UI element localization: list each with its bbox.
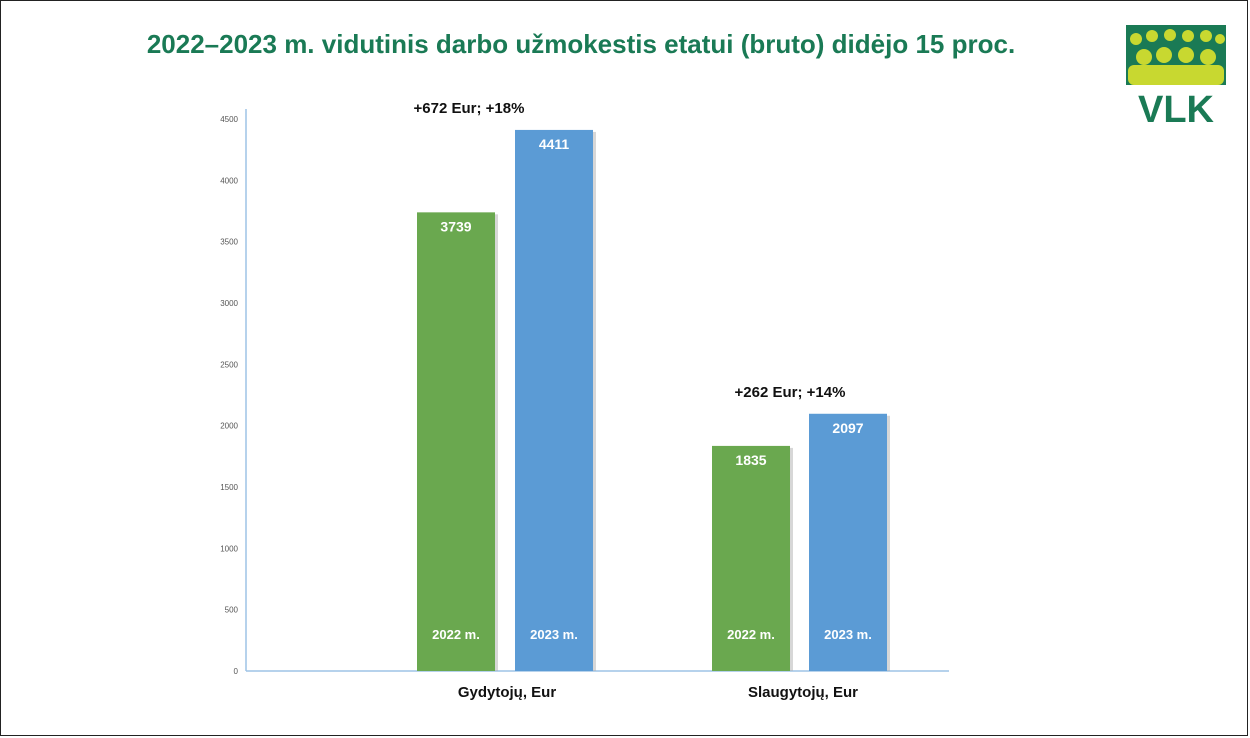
y-tick-label: 1500 — [220, 483, 238, 492]
page-title: 2022–2023 m. vidutinis darbo užmokestis … — [146, 29, 1016, 59]
y-tick-label: 2500 — [220, 360, 238, 369]
bar-value-label: 4411 — [539, 136, 570, 152]
logo-text: VLK — [1138, 89, 1215, 127]
y-tick-label: 0 — [234, 667, 239, 676]
bar-value-label: 2097 — [832, 420, 863, 436]
bar — [809, 413, 887, 671]
y-tick-label: 3500 — [220, 238, 238, 247]
bar-value-label: 1835 — [735, 452, 766, 468]
change-annotation: +262 Eur; +14% — [735, 384, 846, 401]
y-tick-label: 4000 — [220, 176, 238, 185]
bar-value-label: 3739 — [440, 218, 471, 234]
chart-labels: 3739 2022 m. 4411 2023 m. Gydytojų, Eur +672 … — [414, 100, 872, 701]
bar-year-label: 2023 m. — [824, 627, 872, 642]
bar — [712, 445, 790, 671]
category-label: Gydytojų, Eur — [458, 684, 557, 701]
bar-year-label: 2023 m. — [530, 627, 578, 642]
bar — [515, 129, 593, 671]
bar — [417, 212, 495, 671]
people-icon — [1128, 29, 1225, 85]
y-tick-label: 3000 — [220, 299, 238, 308]
y-tick-label: 2000 — [220, 422, 238, 431]
bar-year-label: 2022 m. — [432, 627, 480, 642]
category-label: Slaugytojų, Eur — [748, 684, 858, 701]
bar-year-label: 2022 m. — [727, 627, 775, 642]
y-tick-label: 1000 — [220, 544, 238, 553]
y-tick-label: 500 — [225, 606, 239, 615]
y-tick-label: 4500 — [220, 115, 238, 124]
vlk-logo: VLK — [1126, 25, 1226, 127]
change-annotation: +672 Eur; +18% — [414, 100, 525, 117]
bars — [417, 129, 890, 671]
